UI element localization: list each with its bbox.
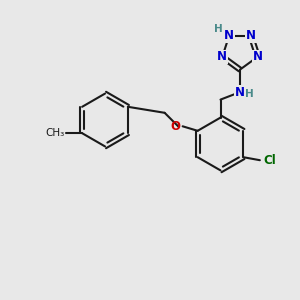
Text: H: H — [244, 88, 253, 99]
Text: N: N — [235, 85, 245, 99]
Text: CH₃: CH₃ — [45, 128, 64, 138]
Text: N: N — [246, 29, 256, 43]
Text: Cl: Cl — [263, 154, 276, 167]
Text: H: H — [214, 24, 223, 34]
Text: N: N — [253, 50, 263, 63]
Text: N: N — [224, 29, 234, 43]
Text: O: O — [170, 120, 180, 133]
Text: N: N — [217, 50, 227, 63]
